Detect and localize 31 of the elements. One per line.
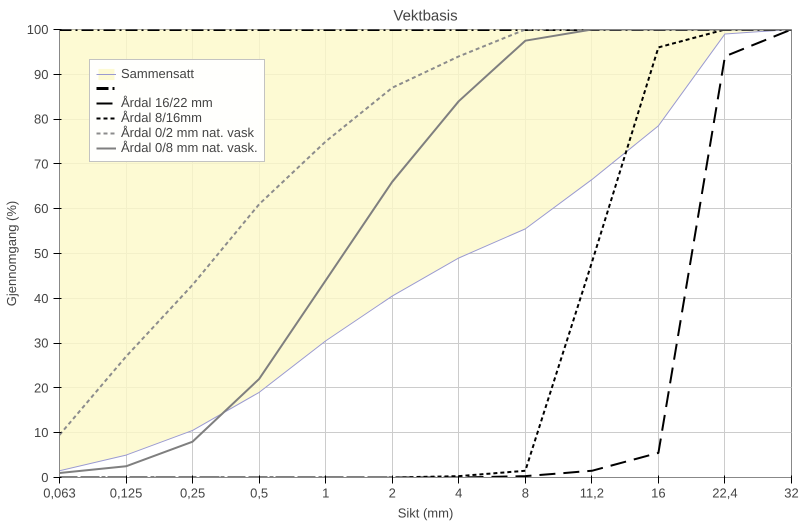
x-tick-label: 4 xyxy=(455,486,462,500)
x-tick-label: 32 xyxy=(784,486,799,500)
y-tick-label: 0 xyxy=(41,470,49,485)
legend-label: Årdal 8/16mm xyxy=(121,110,202,125)
x-tick-label: 11,2 xyxy=(580,486,604,500)
y-tick-label: 40 xyxy=(34,290,49,306)
x-axis-title: Sikt (mm) xyxy=(398,506,454,520)
x-tick-label: 8 xyxy=(522,486,529,500)
y-axis-title: Gjennomgang (%) xyxy=(4,200,19,306)
y-tick-label: 100 xyxy=(26,22,49,37)
chart-title: Vektbasis xyxy=(393,8,458,24)
x-tick-label: 0,25 xyxy=(180,486,206,500)
legend-label: Sammensatt xyxy=(121,66,194,81)
x-tick-label: 22,4 xyxy=(712,486,738,500)
x-tick-label: 0,5 xyxy=(250,486,268,500)
y-tick-label: 80 xyxy=(34,112,49,127)
y-tick-label: 30 xyxy=(34,336,49,351)
y-tick-label: 10 xyxy=(34,425,49,440)
legend-label: Årdal 16/22 mm xyxy=(121,95,213,110)
x-tick-label: 1 xyxy=(322,486,330,500)
x-tick-label: 16 xyxy=(651,486,666,500)
y-tick-label: 90 xyxy=(34,66,49,82)
y-tick-label: 20 xyxy=(34,380,49,396)
y-tick-label: 70 xyxy=(34,156,49,172)
legend-label: Årdal 0/2 mm nat. vask xyxy=(121,125,254,140)
y-tick-label: 60 xyxy=(34,201,49,216)
x-tick-label: 0,063 xyxy=(43,486,76,500)
x-tick-label: 2 xyxy=(388,486,396,500)
y-tick-label: 50 xyxy=(34,246,49,261)
legend-label: Årdal 0/8 mm nat. vask. xyxy=(121,140,258,155)
x-tick-label: 0,125 xyxy=(110,486,142,500)
